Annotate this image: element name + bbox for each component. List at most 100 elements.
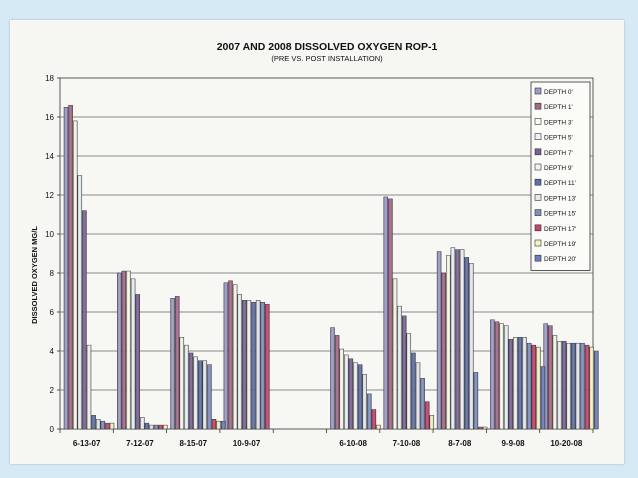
bar-shading [429,415,434,429]
x-tick-label: 10-20-08 [550,439,583,448]
bar-shading [358,364,363,429]
y-tick-label: 2 [50,386,55,395]
bar-shading [541,366,545,429]
bar-shading [566,343,571,429]
bar-shading [207,364,212,429]
bar-shading [121,271,126,429]
bar-shading [198,360,203,429]
bar-shading [260,302,265,429]
x-tick-label: 8-15-07 [179,439,207,448]
x-tick-label: 6-10-08 [339,439,367,448]
bar-shading [441,273,446,429]
legend-label: DEPTH 19' [544,241,576,248]
bar-shading [571,343,576,429]
y-axis-label: DISSOLVED OXYGEN MG/L [30,226,39,324]
bar-shading [483,427,488,429]
legend-swatch [534,148,542,156]
legend-swatch [534,133,542,140]
bar-shading [388,198,393,429]
y-tick-label: 14 [45,152,54,161]
bar-shading [100,421,105,429]
x-tick-label: 9-9-08 [501,439,525,448]
x-tick-label: 10-9-07 [233,439,261,448]
y-tick-label: 4 [50,347,55,356]
bar-shading [140,417,145,429]
chart-subtitle: (PRE VS. POST INSTALLATION) [271,54,383,63]
bar-shading [490,319,495,429]
bar-shading [531,345,536,429]
bar-shading [393,278,397,429]
bar-shading [460,249,465,429]
y-tick-label: 12 [45,191,54,200]
bar-shading [91,415,96,429]
bar-shading [362,374,367,429]
legend-swatch [534,102,542,110]
bar-shading [77,175,82,429]
bar-shading [216,421,221,429]
legend-label: DEPTH 0' [544,89,573,96]
bar-shading [464,257,469,429]
bar-shading [64,107,68,429]
legend-label: DEPTH 13' [544,195,576,202]
bar-shading [478,427,483,429]
bar-shading [562,341,567,429]
bar-shading [131,278,136,429]
legend-label: DEPTH 15' [544,211,576,218]
bar-shading [402,315,407,429]
bar-shading [265,304,270,429]
y-tick-label: 16 [45,113,54,122]
y-tick-label: 10 [45,230,54,239]
bar-shading [522,337,527,429]
y-tick-label: 8 [50,269,55,278]
bar-shading [212,419,216,429]
legend-label: DEPTH 9' [544,165,573,172]
y-tick-label: 18 [45,74,54,83]
legend-swatch [534,178,542,186]
legend-swatch [534,87,542,95]
bar-shading [96,419,101,429]
bar-shading [371,409,376,429]
bar-shading [126,271,131,429]
bar-shading [237,294,242,429]
bar-shading [117,273,122,429]
bar-shading [508,339,513,429]
bar-shading [543,323,548,429]
y-tick-label: 0 [50,425,55,434]
bar-shading [348,358,353,429]
bar-shading [189,352,193,429]
bar-shading [184,345,189,429]
legend-swatch [534,194,542,201]
legend-swatch [534,118,542,125]
bar-shading [228,280,233,429]
x-tick-label: 6-13-07 [73,439,101,448]
bar-shading [495,321,499,429]
legend-label: DEPTH 5' [544,135,573,142]
x-tick-label: 7-10-08 [393,439,421,448]
bar-shading [158,425,163,429]
x-tick-label: 7-12-07 [126,439,154,448]
bar-shading [580,343,585,429]
bar-shading [518,337,522,429]
bar-shading [233,284,238,429]
bar-shading [589,347,594,429]
bar-shading [353,362,358,429]
bar-shading [330,327,335,429]
bar-shading [256,300,261,429]
bar-shading [367,393,372,429]
legend-swatch [534,163,542,171]
bar-shading [73,120,78,430]
bar-shading [455,249,460,429]
legend-swatch [534,254,542,262]
legend-label: DEPTH 20' [544,256,576,263]
bar-shading [193,356,198,429]
bar-shading [450,247,455,429]
bar-shading [425,401,430,429]
bar-shading [376,425,381,429]
bar-shading [82,210,87,429]
bar-shading [202,360,207,429]
bar-shading [552,335,557,429]
bar-shading [437,251,442,429]
bar-shading [144,423,149,429]
bar-shading [246,300,251,429]
legend-swatch [534,209,542,216]
